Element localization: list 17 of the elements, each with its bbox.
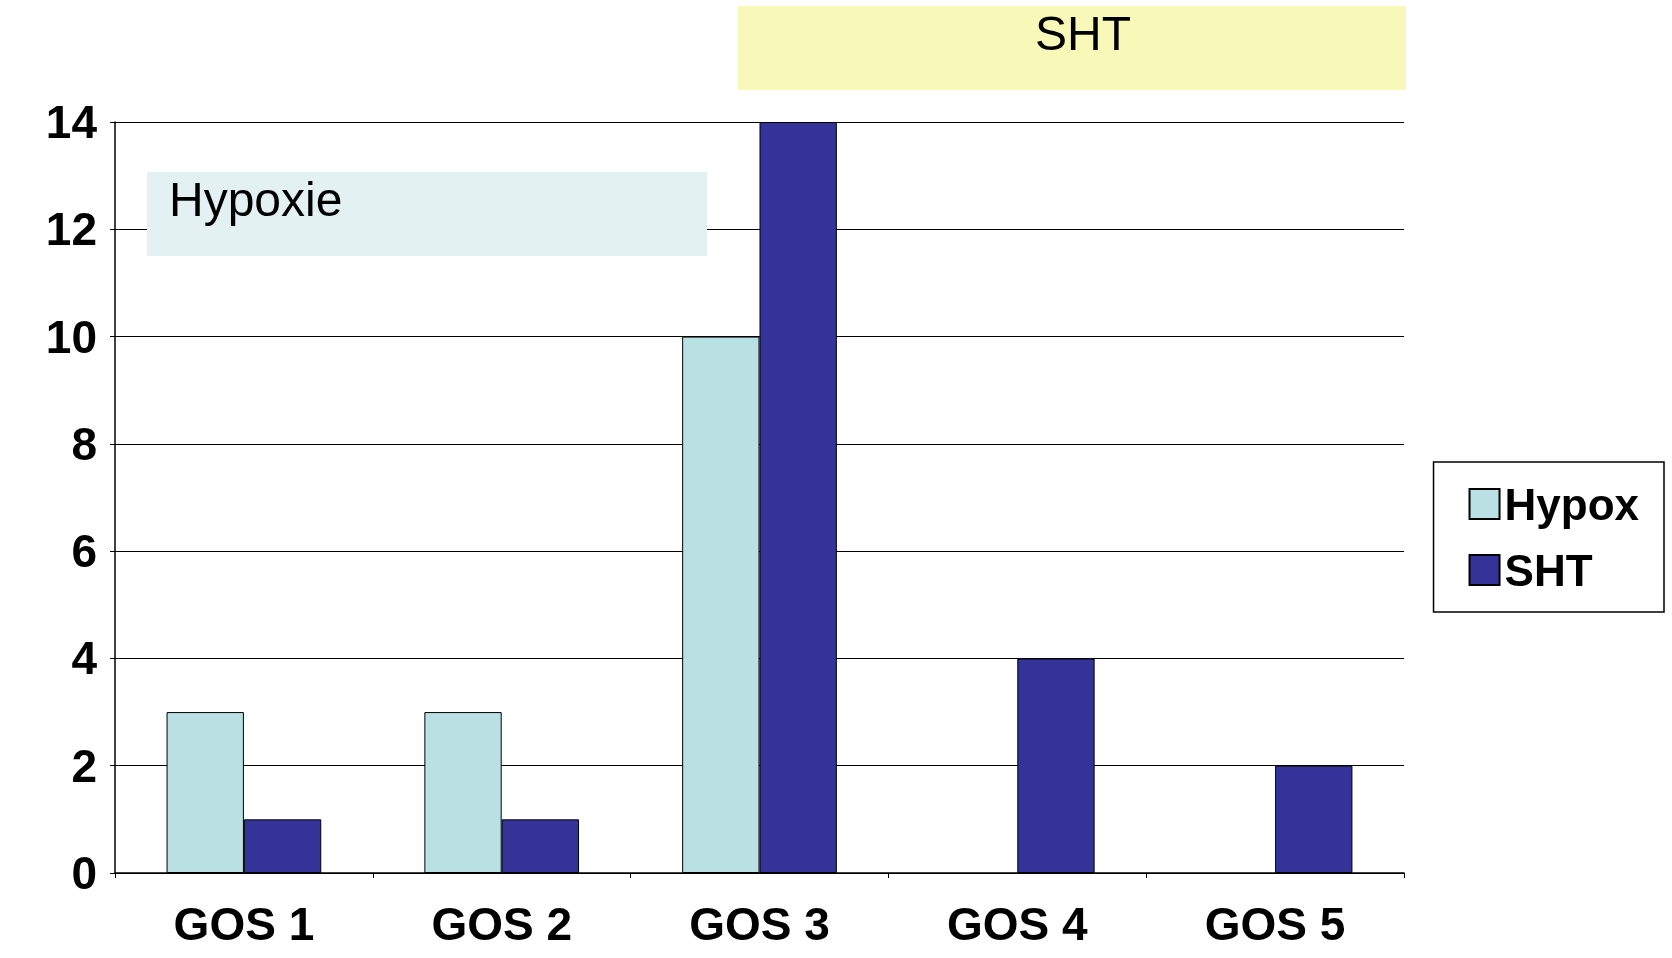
y-tick-label: 10 bbox=[45, 310, 97, 363]
label-box: Hypoxie bbox=[147, 172, 707, 256]
x-tick-label: GOS 1 bbox=[173, 898, 315, 950]
legend-label: Hypox bbox=[1504, 479, 1640, 529]
x-tick-label: GOS 3 bbox=[689, 898, 830, 950]
x-tick-label: GOS 2 bbox=[431, 898, 572, 950]
x-tick-label: GOS 4 bbox=[947, 898, 1089, 950]
y-tick-label: 8 bbox=[71, 417, 97, 470]
x-tick-label: GOS 5 bbox=[1204, 898, 1346, 950]
y-tick-label: 2 bbox=[71, 739, 97, 792]
legend-label: SHT bbox=[1504, 545, 1593, 595]
y-tick-label: 12 bbox=[45, 203, 97, 256]
y-tick-label: 6 bbox=[71, 525, 97, 578]
y-tick-label: 0 bbox=[71, 847, 97, 899]
label-box: SHT bbox=[738, 6, 1406, 90]
y-tick-label: 4 bbox=[71, 632, 98, 685]
y-tick-label: 14 bbox=[45, 96, 98, 148]
